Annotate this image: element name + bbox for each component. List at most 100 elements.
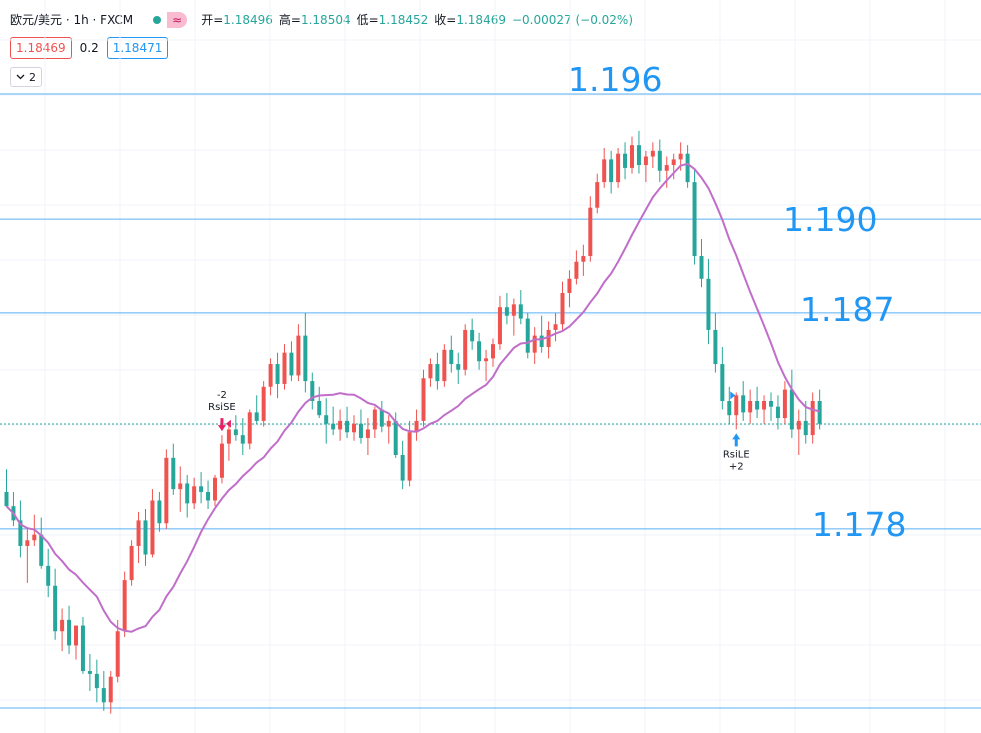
candle xyxy=(602,148,607,188)
candle-body xyxy=(352,423,356,433)
candle xyxy=(817,389,822,430)
candle-body xyxy=(164,457,169,524)
candle-body xyxy=(762,401,767,410)
candle xyxy=(609,150,614,194)
candle-body xyxy=(206,491,211,501)
candle xyxy=(748,389,753,424)
candle-body xyxy=(518,304,523,319)
candle-body xyxy=(53,585,58,632)
candle-body xyxy=(101,688,106,703)
indicators-toggle-button[interactable]: 2 xyxy=(10,67,42,87)
candle xyxy=(289,341,294,382)
level-label: 1.178 xyxy=(812,504,907,544)
candle xyxy=(129,540,134,586)
candle-body xyxy=(803,420,808,436)
close-value: 1.18469 xyxy=(456,12,506,27)
candle-body xyxy=(60,619,65,632)
candle-body xyxy=(435,364,440,382)
candle xyxy=(379,401,384,433)
open-value: 1.18496 xyxy=(223,12,273,27)
candle-body xyxy=(122,580,127,632)
candle-body xyxy=(157,500,162,524)
candle-body xyxy=(261,386,266,421)
candle-body xyxy=(317,401,322,416)
candle-body xyxy=(755,401,760,410)
candle-body xyxy=(46,565,51,586)
candle xyxy=(664,156,669,188)
candle xyxy=(171,443,176,495)
candle-body xyxy=(748,401,753,413)
candle-body xyxy=(67,619,72,646)
candle-body xyxy=(567,278,572,293)
candle xyxy=(219,435,224,484)
high-value: 1.18504 xyxy=(300,12,351,27)
buy-price-button[interactable]: 1.18471 xyxy=(106,37,169,59)
candle xyxy=(108,671,113,714)
candle-body xyxy=(115,631,120,677)
candle xyxy=(539,315,544,353)
candle xyxy=(789,369,794,438)
candle xyxy=(157,491,162,532)
candle-body xyxy=(477,341,482,362)
candle xyxy=(324,398,329,444)
candle-body xyxy=(581,256,586,262)
candle-body xyxy=(532,335,537,353)
symbol-legend: 欧元/美元 · 1h · FXCM ≈ 开= 1.18496 高= 1.18504 … xyxy=(10,11,633,28)
candle-body xyxy=(400,455,405,481)
candle xyxy=(567,270,572,308)
change-value: −0.00027 (−0.02%) xyxy=(511,12,633,27)
symbol-name[interactable]: 欧元/美元 · 1h · FXCM xyxy=(10,13,134,27)
candle xyxy=(206,480,211,510)
sell-price-button[interactable]: 1.18469 xyxy=(10,37,72,59)
candle xyxy=(18,500,23,558)
candle xyxy=(421,369,426,427)
candle xyxy=(303,312,308,393)
candle-body xyxy=(407,432,412,481)
status-pill[interactable]: ≈ xyxy=(147,11,188,28)
signal-qty: +2 xyxy=(729,461,744,472)
candle xyxy=(122,571,127,637)
candle-body xyxy=(511,304,516,316)
candle xyxy=(80,617,85,674)
candle-body xyxy=(199,486,204,492)
triangle-marker-icon xyxy=(225,419,231,428)
candle xyxy=(192,477,197,510)
level-label: 1.196 xyxy=(568,60,663,99)
candle xyxy=(671,153,676,180)
candle xyxy=(331,406,336,436)
candle-body xyxy=(636,145,641,166)
candle-body xyxy=(74,625,78,646)
candle-body xyxy=(525,318,530,353)
candle xyxy=(796,409,801,456)
candle xyxy=(365,418,370,456)
candle xyxy=(428,358,433,387)
candle-body xyxy=(226,429,231,444)
candle xyxy=(456,352,461,384)
candle xyxy=(762,395,767,424)
candle xyxy=(685,145,690,188)
candle-body xyxy=(324,415,329,424)
candle xyxy=(282,344,287,390)
candle xyxy=(727,386,732,424)
candle xyxy=(595,173,600,214)
candle-body xyxy=(80,625,85,672)
candle-body xyxy=(192,486,197,504)
candle xyxy=(623,142,628,180)
candle xyxy=(53,568,58,640)
spread-value: 0.2 xyxy=(79,41,99,55)
candles xyxy=(4,130,822,714)
candle-body xyxy=(275,364,280,384)
candle xyxy=(720,346,725,410)
candle xyxy=(233,415,238,441)
candle xyxy=(254,395,259,424)
low-value: 1.18452 xyxy=(378,12,429,27)
candle-body xyxy=(782,389,787,419)
candle-body xyxy=(393,420,398,456)
signal-long: RsiLE+2 xyxy=(723,391,750,472)
candle-body xyxy=(345,420,350,433)
candle-body xyxy=(692,182,697,257)
candle xyxy=(477,332,482,370)
candle xyxy=(810,392,815,444)
